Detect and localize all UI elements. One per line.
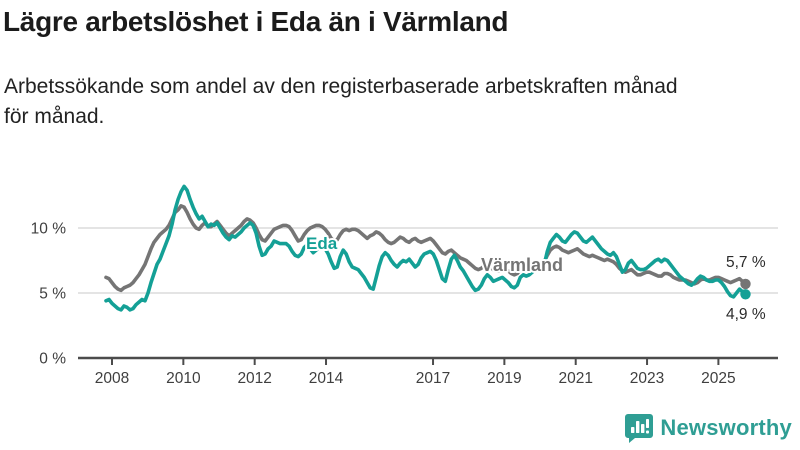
subtitle-line-1: Arbetssökande som andel av den registerb… xyxy=(4,75,678,98)
x-tick-label: 2012 xyxy=(237,370,271,387)
chart-subtitle: Arbetssökande som andel av den registerb… xyxy=(4,72,792,132)
y-tick-label: 0 % xyxy=(39,350,66,367)
x-tick-label: 2014 xyxy=(309,370,344,387)
series-label-eda: Eda xyxy=(306,234,338,253)
x-tick-label: 2008 xyxy=(95,370,129,387)
y-tick-label: 10 % xyxy=(31,220,67,237)
y-tick-label: 5 % xyxy=(39,285,66,302)
end-value-label-eda: 4,9 % xyxy=(726,306,766,323)
series-end-dot-värmland xyxy=(740,278,751,290)
newsworthy-logo: Newsworthy xyxy=(625,413,792,443)
series-end-dot-eda xyxy=(740,289,751,300)
subtitle-line-2: för månad. xyxy=(4,104,105,128)
x-tick-label: 2019 xyxy=(487,370,521,387)
x-tick-label: 2017 xyxy=(416,370,450,387)
x-tick-label: 2023 xyxy=(630,370,664,387)
newsworthy-logo-icon xyxy=(625,414,654,443)
newsworthy-wordmark: Newsworthy xyxy=(660,415,792,440)
x-tick-label: 2021 xyxy=(558,370,592,387)
x-tick-label: 2010 xyxy=(166,370,201,387)
series-line-eda xyxy=(104,184,748,312)
series-label-värmland: Värmland xyxy=(481,255,563,275)
end-value-label-värmland: 5,7 % xyxy=(726,254,766,271)
x-tick-label: 2025 xyxy=(701,370,735,387)
page-title: Lägre arbetslöshet i Eda än i Värmland xyxy=(3,6,509,37)
